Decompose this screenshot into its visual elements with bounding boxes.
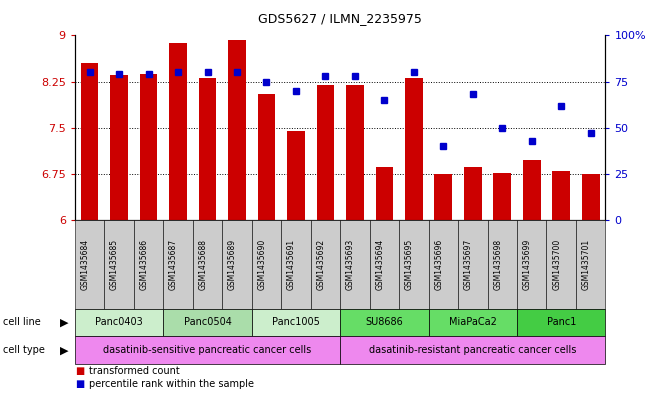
Text: GSM1435692: GSM1435692 [316, 239, 326, 290]
Bar [376, 167, 393, 220]
Text: dasatinib-sensitive pancreatic cancer cells: dasatinib-sensitive pancreatic cancer ce… [104, 345, 312, 355]
Text: ■: ■ [75, 379, 84, 389]
Text: dasatinib-resistant pancreatic cancer cells: dasatinib-resistant pancreatic cancer ce… [369, 345, 577, 355]
Text: GSM1435700: GSM1435700 [552, 239, 561, 290]
Bar [140, 73, 158, 220]
Text: GSM1435701: GSM1435701 [582, 239, 590, 290]
Text: Panc1005: Panc1005 [272, 317, 320, 327]
Text: ■: ■ [75, 366, 84, 376]
Text: GSM1435687: GSM1435687 [169, 239, 178, 290]
Text: GSM1435689: GSM1435689 [228, 239, 237, 290]
Text: transformed count: transformed count [89, 366, 180, 376]
Text: MiaPaCa2: MiaPaCa2 [449, 317, 497, 327]
Text: GSM1435686: GSM1435686 [139, 239, 148, 290]
Bar [199, 79, 216, 220]
Text: GSM1435685: GSM1435685 [110, 239, 119, 290]
Bar [523, 160, 540, 220]
Text: ▶: ▶ [60, 317, 68, 327]
Text: GDS5627 / ILMN_2235975: GDS5627 / ILMN_2235975 [258, 12, 422, 25]
Bar [493, 173, 511, 220]
Text: GSM1435698: GSM1435698 [493, 239, 503, 290]
Text: percentile rank within the sample: percentile rank within the sample [89, 379, 254, 389]
Bar [316, 85, 334, 220]
Text: Panc0504: Panc0504 [184, 317, 232, 327]
Bar [405, 79, 422, 220]
Bar [464, 167, 482, 220]
Text: GSM1435691: GSM1435691 [287, 239, 296, 290]
Text: GSM1435695: GSM1435695 [405, 239, 414, 290]
Text: ▶: ▶ [60, 345, 68, 355]
Bar [434, 174, 452, 220]
Bar [81, 63, 98, 220]
Bar [582, 174, 600, 220]
Text: GSM1435690: GSM1435690 [257, 239, 266, 290]
Text: GSM1435699: GSM1435699 [523, 239, 532, 290]
Text: cell type: cell type [3, 345, 45, 355]
Text: GSM1435688: GSM1435688 [199, 239, 208, 290]
Text: GSM1435694: GSM1435694 [376, 239, 384, 290]
Text: SU8686: SU8686 [365, 317, 403, 327]
Bar [228, 40, 246, 220]
Bar [258, 94, 275, 220]
Text: cell line: cell line [3, 317, 41, 327]
Bar [552, 171, 570, 220]
Bar [110, 75, 128, 220]
Text: GSM1435693: GSM1435693 [346, 239, 355, 290]
Text: GSM1435684: GSM1435684 [81, 239, 90, 290]
Text: GSM1435697: GSM1435697 [464, 239, 473, 290]
Bar [346, 85, 364, 220]
Text: Panc0403: Panc0403 [95, 317, 143, 327]
Bar [169, 43, 187, 220]
Bar [287, 131, 305, 220]
Text: Panc1: Panc1 [547, 317, 576, 327]
Text: GSM1435696: GSM1435696 [434, 239, 443, 290]
